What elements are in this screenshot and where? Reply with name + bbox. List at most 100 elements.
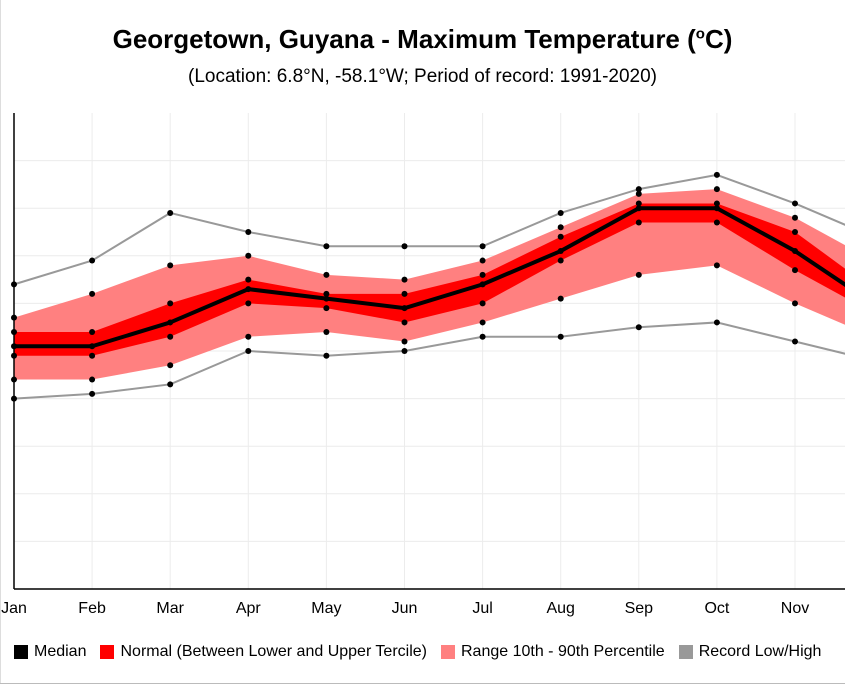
record-high-point <box>557 209 564 216</box>
normal-lower-point <box>167 333 174 340</box>
record-low-point <box>167 381 174 388</box>
range-upper-point <box>792 214 798 221</box>
range-upper-point <box>635 190 642 197</box>
record-low-point <box>323 352 330 359</box>
legend-swatch-range <box>441 645 455 659</box>
x-tick-label: Mar <box>156 600 184 617</box>
legend-label-median: Median <box>34 643 87 660</box>
median-point <box>792 248 798 255</box>
normal-lower-point <box>557 257 564 264</box>
x-tick-label: Jan <box>1 600 27 617</box>
legend-label-record: Record Low/High <box>698 643 822 660</box>
record-high-point <box>401 243 408 250</box>
x-tick-label: Aug <box>546 600 574 617</box>
normal-lower-point <box>245 300 252 307</box>
legend-item-range: Range 10th - 90th Percentile <box>441 643 665 661</box>
chart-title: Georgetown, Guyana - Maximum Temperature… <box>112 24 733 54</box>
record-low-line <box>13 321 845 400</box>
median-line <box>14 206 845 349</box>
record-high-point <box>167 209 174 216</box>
range-band <box>14 189 845 380</box>
x-tick-label: Sep <box>625 600 654 617</box>
normal-lower-point <box>401 319 408 326</box>
range-lower-point <box>245 333 252 340</box>
median-point <box>89 343 96 350</box>
normal-lower-point <box>89 352 96 359</box>
range-upper-point <box>713 186 720 193</box>
x-tick-label: Oct <box>704 600 729 617</box>
normal-upper-point <box>713 200 720 207</box>
range-upper-point <box>323 271 330 278</box>
range-lower-point <box>557 295 564 302</box>
record-low-point <box>401 348 408 354</box>
record-low-point <box>479 333 486 340</box>
median-point <box>245 286 252 293</box>
record-high-point <box>245 229 252 235</box>
normal-upper-point <box>557 233 564 240</box>
record-low-point <box>557 333 564 340</box>
median-point <box>401 305 408 312</box>
record-high-line <box>13 173 845 286</box>
legend-label-normal: Normal (Between Lower and Upper Tercile) <box>120 643 427 660</box>
x-tick-label: Jul <box>472 600 492 617</box>
normal-upper-point <box>89 328 96 335</box>
legend-swatch-normal <box>100 645 115 659</box>
range-upper-point <box>245 252 252 259</box>
normal-band <box>14 203 845 356</box>
record-high-point <box>323 243 330 250</box>
x-tick-label: Nov <box>781 600 809 617</box>
record-low-point <box>713 319 720 326</box>
normal-lower-point <box>635 219 642 226</box>
median-point <box>479 281 486 288</box>
record-high-point <box>713 171 720 178</box>
normal-upper-point <box>167 300 174 307</box>
range-upper-point <box>557 224 564 231</box>
record-low-point <box>245 348 252 354</box>
legend-item-normal: Normal (Between Lower and Upper Tercile) <box>100 643 427 661</box>
record-high-point <box>635 186 642 193</box>
range-upper-point <box>479 257 486 264</box>
range-lower-point <box>401 338 408 345</box>
record-low-point <box>792 338 798 345</box>
range-upper-point <box>401 276 408 283</box>
x-tick-label: Apr <box>236 600 262 617</box>
median-point <box>323 295 330 302</box>
normal-lower-point <box>792 267 798 274</box>
legend: Median Normal (Between Lower and Upper T… <box>14 641 835 663</box>
range-lower-point <box>167 362 174 369</box>
normal-upper-point <box>635 200 642 207</box>
range-lower-point <box>635 271 642 278</box>
range-lower-point <box>89 376 96 383</box>
chart-subtitle: (Location: 6.8°N, -58.1°W; Period of rec… <box>188 66 657 87</box>
median-point <box>713 205 720 212</box>
legend-label-range: Range 10th - 90th Percentile <box>461 643 665 660</box>
legend-swatch-record <box>678 645 693 659</box>
normal-upper-point <box>245 276 252 283</box>
normal-upper-point <box>792 229 798 235</box>
normal-upper-point <box>479 271 486 278</box>
range-lower-point <box>479 319 486 326</box>
record-high-point <box>792 200 798 207</box>
record-high-point <box>479 243 486 250</box>
range-lower-point <box>713 262 720 269</box>
legend-item-record: Record Low/High <box>678 643 822 661</box>
median-point <box>635 205 642 212</box>
normal-lower-point <box>323 305 330 312</box>
normal-lower-point <box>479 300 486 307</box>
range-lower-point <box>323 328 330 335</box>
legend-swatch-median <box>14 645 28 659</box>
x-tick-label: May <box>311 600 341 617</box>
range-lower-point <box>792 300 798 307</box>
record-high-point <box>89 257 96 264</box>
median-point <box>557 248 564 255</box>
legend-item-median: Median <box>14 643 86 661</box>
normal-upper-point <box>323 290 330 297</box>
range-upper-point <box>89 290 96 297</box>
x-tick-label: Feb <box>78 600 106 617</box>
median-point <box>167 319 174 326</box>
record-low-point <box>635 324 642 331</box>
normal-lower-point <box>713 219 720 226</box>
record-low-point <box>89 390 96 397</box>
